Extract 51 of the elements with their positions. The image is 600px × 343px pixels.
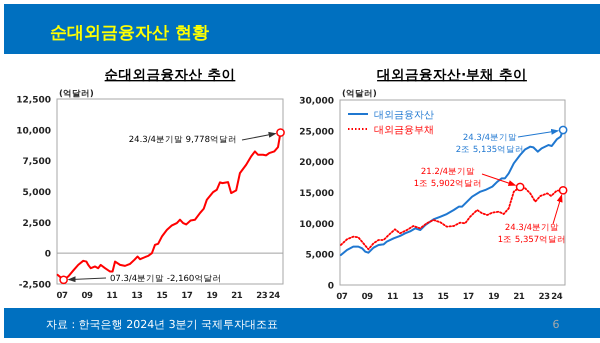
y-tick-label: 30,000 <box>299 96 334 106</box>
y-tick-label: 15,000 <box>299 189 334 199</box>
x-tick-label: 17 <box>181 291 193 301</box>
y-axis-title: (억달러) <box>59 89 94 99</box>
y-tick-label: 25,000 <box>299 127 334 138</box>
annotation: 24.3/4분기말 9,778억달러 <box>128 135 237 145</box>
x-tick-label: 09 <box>81 291 93 301</box>
y-tick-label: 0 <box>44 250 51 260</box>
x-tick-label: 19 <box>488 292 500 302</box>
x-tick-label: 19 <box>206 291 218 301</box>
point <box>558 126 568 134</box>
x-tick-label: 15 <box>438 292 450 302</box>
x-tick-label: 24 <box>268 291 280 301</box>
x-tick-label: 23 <box>538 292 550 302</box>
x-tick-label: 13 <box>412 292 424 302</box>
y-axis-title: (억달러) <box>342 89 377 99</box>
x-tick-label: 23 <box>256 291 268 301</box>
y-tick-label: 12,500 <box>16 96 51 106</box>
x-tick-label: 07 <box>336 292 348 302</box>
y-tick-label: 5,000 <box>22 188 51 198</box>
x-tick-label: 24 <box>551 292 563 302</box>
x-tick-label: 11 <box>386 292 398 302</box>
y-tick-label: 10,000 <box>299 220 334 230</box>
text: 6 <box>552 318 560 331</box>
x-tick-label: 21 <box>513 292 525 302</box>
x-tick-label: 11 <box>106 291 118 301</box>
x-tick-label: 15 <box>156 291 168 301</box>
annotation: 24.3/4분기말 1조 5,357억달러 <box>498 223 566 245</box>
y-tick-label: 20,000 <box>299 158 334 168</box>
annotation: 07.3/4분기말 -2,160억달러 <box>110 274 222 284</box>
text: 자료 : 한국은행 2024년 3분기 국제투자대조표 <box>46 318 278 331</box>
x-tick-label: 09 <box>362 292 374 302</box>
legend-label: 대외금융자산 <box>374 110 434 121</box>
annotation: 21.2/4분기말 1조 5,902억달러 <box>414 167 482 189</box>
x-tick-label: 07 <box>56 291 68 301</box>
point <box>558 186 568 195</box>
chart-title: 순대외금융자산 추이 <box>104 67 236 83</box>
y-tick-label: -2,500 <box>18 280 51 290</box>
x-tick-label: 13 <box>131 291 143 301</box>
text: 순대외금융자산 현황 <box>50 23 209 43</box>
x-tick-label: 17 <box>462 292 474 302</box>
x-tick-label: 21 <box>231 291 243 301</box>
y-tick-label: 2,500 <box>22 218 51 229</box>
y-tick-label: 5,000 <box>306 250 334 261</box>
chart-title: 대외금융자산·부채 추이 <box>377 67 527 83</box>
y-tick-label: 10,000 <box>16 126 51 136</box>
legend-label: 대외금융부채 <box>374 125 434 136</box>
y-tick-label: 7,500 <box>22 157 51 168</box>
y-tick-label: 0 <box>328 282 334 292</box>
annotation: 24.3/4분기말 2조 5,135억달러 <box>456 133 524 155</box>
point <box>516 182 524 192</box>
